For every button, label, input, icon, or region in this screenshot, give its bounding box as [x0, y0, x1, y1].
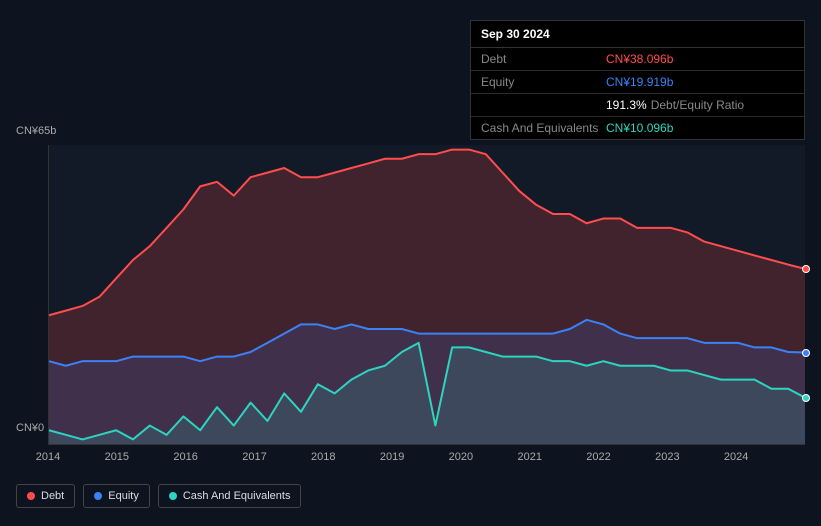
legend-label: Debt	[41, 490, 64, 502]
tooltip-row: Cash And EquivalentsCN¥10.096b	[471, 117, 804, 139]
legend: Debt Equity Cash And Equivalents	[16, 484, 301, 508]
tooltip-row-label: Equity	[481, 75, 606, 89]
legend-dot	[169, 492, 177, 500]
x-tick: 2018	[311, 451, 335, 463]
tooltip-row-suffix: Debt/Equity Ratio	[651, 98, 744, 112]
x-tick: 2017	[242, 451, 266, 463]
x-tick: 2014	[36, 451, 60, 463]
tooltip-row-value: CN¥10.096b	[606, 121, 673, 135]
legend-dot	[27, 492, 35, 500]
series-end-dot-equity	[802, 349, 810, 357]
series-end-dot-debt	[802, 265, 810, 273]
x-tick: 2022	[586, 451, 610, 463]
y-axis-min-label: CN¥0	[16, 422, 44, 434]
x-tick: 2016	[173, 451, 197, 463]
tooltip-row-label: Cash And Equivalents	[481, 121, 606, 135]
x-tick: 2015	[105, 451, 129, 463]
x-axis: 2014201520162017201820192020202120222023…	[48, 451, 805, 471]
legend-item-equity[interactable]: Equity	[83, 484, 150, 508]
chart-svg	[49, 145, 805, 444]
y-axis-max-label: CN¥65b	[16, 125, 56, 137]
legend-item-cash-and-equivalents[interactable]: Cash And Equivalents	[158, 484, 302, 508]
x-tick: 2019	[380, 451, 404, 463]
chart-plot-area[interactable]	[48, 145, 805, 445]
x-tick: 2023	[655, 451, 679, 463]
tooltip-row: 191.3% Debt/Equity Ratio	[471, 94, 804, 117]
legend-label: Cash And Equivalents	[183, 490, 291, 502]
chart-container: CN¥65b CN¥0 2014 2015 2016 2017 2018 2019 2020…	[16, 125, 805, 505]
x-tick: 2020	[449, 451, 473, 463]
tooltip-row: EquityCN¥19.919b	[471, 71, 804, 94]
data-tooltip: Sep 30 2024 DebtCN¥38.096bEquityCN¥19.91…	[470, 20, 805, 140]
tooltip-row-value: 191.3%	[606, 98, 647, 112]
x-tick: 2021	[517, 451, 541, 463]
tooltip-date: Sep 30 2024	[471, 21, 804, 48]
tooltip-rows: DebtCN¥38.096bEquityCN¥19.919b191.3%Debt…	[471, 48, 804, 139]
tooltip-row-value: CN¥19.919b	[606, 75, 673, 89]
tooltip-row-value: CN¥38.096b	[606, 52, 673, 66]
tooltip-row-label: Debt	[481, 52, 606, 66]
x-tick: 2024	[724, 451, 748, 463]
legend-item-debt[interactable]: Debt	[16, 484, 75, 508]
legend-dot	[94, 492, 102, 500]
series-end-dot-cash-and-equivalents	[802, 394, 810, 402]
tooltip-row: DebtCN¥38.096b	[471, 48, 804, 71]
legend-label: Equity	[108, 490, 139, 502]
